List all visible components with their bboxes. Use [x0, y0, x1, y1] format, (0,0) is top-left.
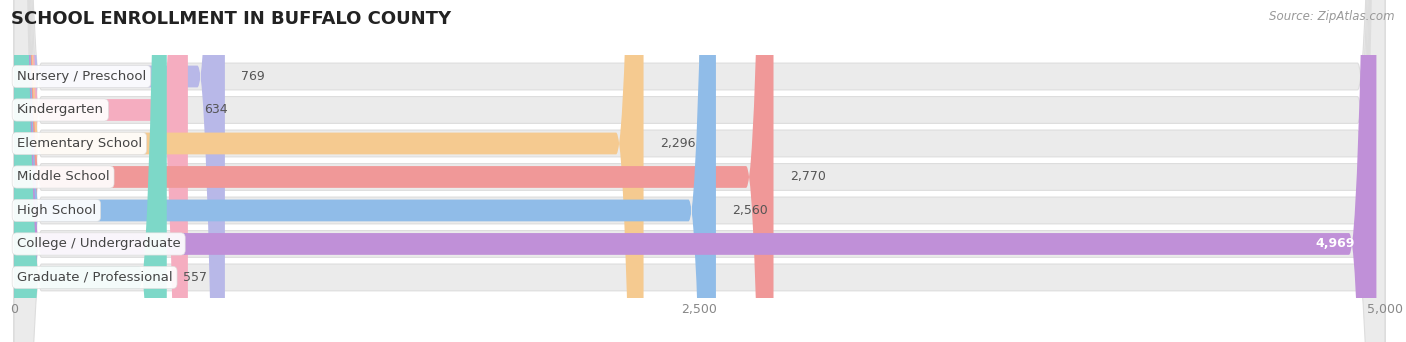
Text: Graduate / Professional: Graduate / Professional — [17, 271, 173, 284]
Text: 2,560: 2,560 — [733, 204, 768, 217]
Text: Source: ZipAtlas.com: Source: ZipAtlas.com — [1270, 10, 1395, 23]
FancyBboxPatch shape — [14, 0, 1376, 342]
Text: Kindergarten: Kindergarten — [17, 104, 104, 117]
Text: 4,969: 4,969 — [1315, 237, 1354, 250]
FancyBboxPatch shape — [14, 0, 1385, 342]
Text: 634: 634 — [204, 104, 228, 117]
FancyBboxPatch shape — [14, 0, 167, 342]
FancyBboxPatch shape — [14, 0, 1385, 342]
FancyBboxPatch shape — [14, 0, 1385, 342]
FancyBboxPatch shape — [14, 0, 1385, 342]
Text: 2,770: 2,770 — [790, 170, 825, 183]
Text: 557: 557 — [183, 271, 207, 284]
FancyBboxPatch shape — [14, 0, 1385, 342]
Text: SCHOOL ENROLLMENT IN BUFFALO COUNTY: SCHOOL ENROLLMENT IN BUFFALO COUNTY — [11, 10, 451, 28]
FancyBboxPatch shape — [14, 0, 1385, 342]
Text: 2,296: 2,296 — [659, 137, 696, 150]
FancyBboxPatch shape — [14, 0, 225, 342]
Text: College / Undergraduate: College / Undergraduate — [17, 237, 180, 250]
Text: Middle School: Middle School — [17, 170, 110, 183]
FancyBboxPatch shape — [14, 0, 1385, 342]
FancyBboxPatch shape — [14, 0, 716, 342]
FancyBboxPatch shape — [14, 0, 188, 342]
Text: High School: High School — [17, 204, 96, 217]
FancyBboxPatch shape — [14, 0, 773, 342]
Text: Elementary School: Elementary School — [17, 137, 142, 150]
FancyBboxPatch shape — [14, 0, 644, 342]
Text: Nursery / Preschool: Nursery / Preschool — [17, 70, 146, 83]
Text: 769: 769 — [242, 70, 266, 83]
